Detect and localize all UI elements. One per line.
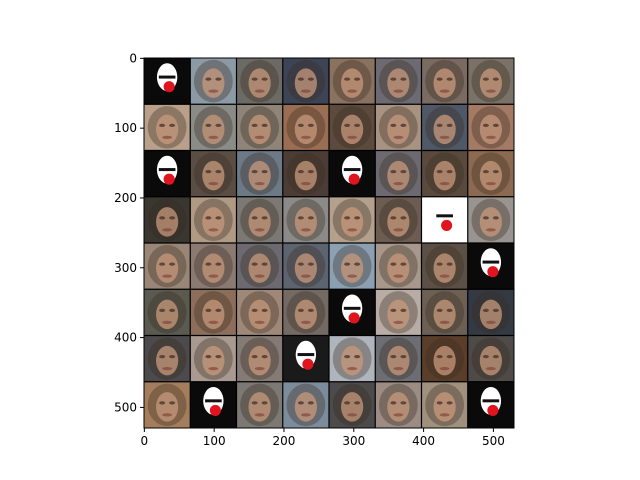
image-tile-r2-c4 — [329, 150, 376, 197]
image-tile-r1-c4 — [329, 104, 376, 151]
x-tick-label: 500 — [482, 434, 505, 448]
image-tile-r5-c4 — [329, 289, 376, 336]
image-tile-r2-c1 — [190, 150, 237, 197]
axes-frame — [143, 57, 515, 429]
image-tile-r3-c6 — [421, 196, 468, 243]
image-tile-r2-c3 — [282, 150, 329, 197]
y-tick-label: 100 — [114, 121, 137, 135]
image-tile-r7-c3 — [282, 381, 329, 428]
image-tile-r5-c2 — [236, 289, 283, 336]
image-tile-r6-c0 — [144, 335, 191, 382]
image-tile-r0-c1 — [190, 58, 237, 105]
image-tile-r1-c2 — [236, 104, 283, 151]
image-tile-r4-c4 — [329, 243, 376, 290]
y-axis: 0 100 200 300 400 500 — [114, 51, 144, 414]
y-tick-label: 500 — [114, 400, 137, 414]
image-tile-r4-c6 — [421, 243, 468, 290]
x-tick-label: 100 — [203, 434, 226, 448]
image-tile-r6-c2 — [236, 335, 283, 382]
image-tile-r4-c2 — [236, 243, 283, 290]
image-tile-r2-c2 — [236, 150, 283, 197]
x-tick-label: 300 — [342, 434, 365, 448]
image-tile-r5-c1 — [190, 289, 237, 336]
image-tile-r4-c1 — [190, 243, 237, 290]
image-tile-r7-c6 — [421, 381, 468, 428]
image-tile-r1-c7 — [467, 104, 514, 151]
image-tile-r3-c7 — [467, 196, 514, 243]
image-tile-r4-c5 — [375, 243, 422, 290]
image-tile-r0-c0 — [144, 58, 191, 105]
image-tile-r3-c4 — [329, 196, 376, 243]
image-tile-r4-c7 — [467, 243, 514, 290]
image-tile-r0-c4 — [329, 58, 376, 105]
image-tile-r5-c6 — [421, 289, 468, 336]
image-tile-r1-c3 — [282, 104, 329, 151]
image-tile-r0-c5 — [375, 58, 422, 105]
x-tick-label: 0 — [141, 434, 149, 448]
image-tile-r5-c3 — [282, 289, 329, 336]
image-tile-r6-c1 — [190, 335, 237, 382]
image-grid — [144, 58, 514, 428]
image-tile-r7-c2 — [236, 381, 283, 428]
image-tile-r6-c3 — [282, 335, 329, 382]
image-tile-r3-c2 — [236, 196, 283, 243]
image-tile-r5-c5 — [375, 289, 422, 336]
image-tile-r3-c0 — [144, 196, 191, 243]
image-tile-r7-c4 — [329, 381, 376, 428]
image-tile-r4-c3 — [282, 243, 329, 290]
y-tick-label: 200 — [114, 191, 137, 205]
image-tile-r2-c0 — [144, 150, 191, 197]
y-tick-label: 400 — [114, 331, 137, 345]
image-tile-r5-c0 — [144, 289, 191, 336]
image-tile-r7-c5 — [375, 381, 422, 428]
image-tile-r7-c7 — [467, 381, 514, 428]
y-tick-label: 300 — [114, 261, 137, 275]
image-tile-r7-c1 — [190, 381, 237, 428]
image-tile-r6-c6 — [421, 335, 468, 382]
image-tile-r6-c4 — [329, 335, 376, 382]
image-tile-r0-c2 — [236, 58, 283, 105]
image-tile-r3-c3 — [282, 196, 329, 243]
image-tile-r6-c5 — [375, 335, 422, 382]
image-tile-r1-c5 — [375, 104, 422, 151]
image-tile-r6-c7 — [467, 335, 514, 382]
x-axis: 0 100 200 300 400 500 — [141, 428, 505, 448]
image-tile-r2-c7 — [467, 150, 514, 197]
image-tile-r4-c0 — [144, 243, 191, 290]
image-tile-r2-c5 — [375, 150, 422, 197]
image-tile-r1-c1 — [190, 104, 237, 151]
image-tile-r3-c5 — [375, 196, 422, 243]
image-tile-r2-c6 — [421, 150, 468, 197]
y-tick-label: 0 — [129, 51, 137, 65]
image-tile-r0-c3 — [282, 58, 329, 105]
image-tile-r1-c6 — [421, 104, 468, 151]
image-tile-r0-c7 — [467, 58, 514, 105]
x-tick-label: 400 — [412, 434, 435, 448]
x-tick-label: 200 — [273, 434, 296, 448]
image-tile-r5-c7 — [467, 289, 514, 336]
image-tile-r3-c1 — [190, 196, 237, 243]
image-tile-r7-c0 — [144, 381, 191, 428]
image-tile-r1-c0 — [144, 104, 191, 151]
image-tile-r0-c6 — [421, 58, 468, 105]
